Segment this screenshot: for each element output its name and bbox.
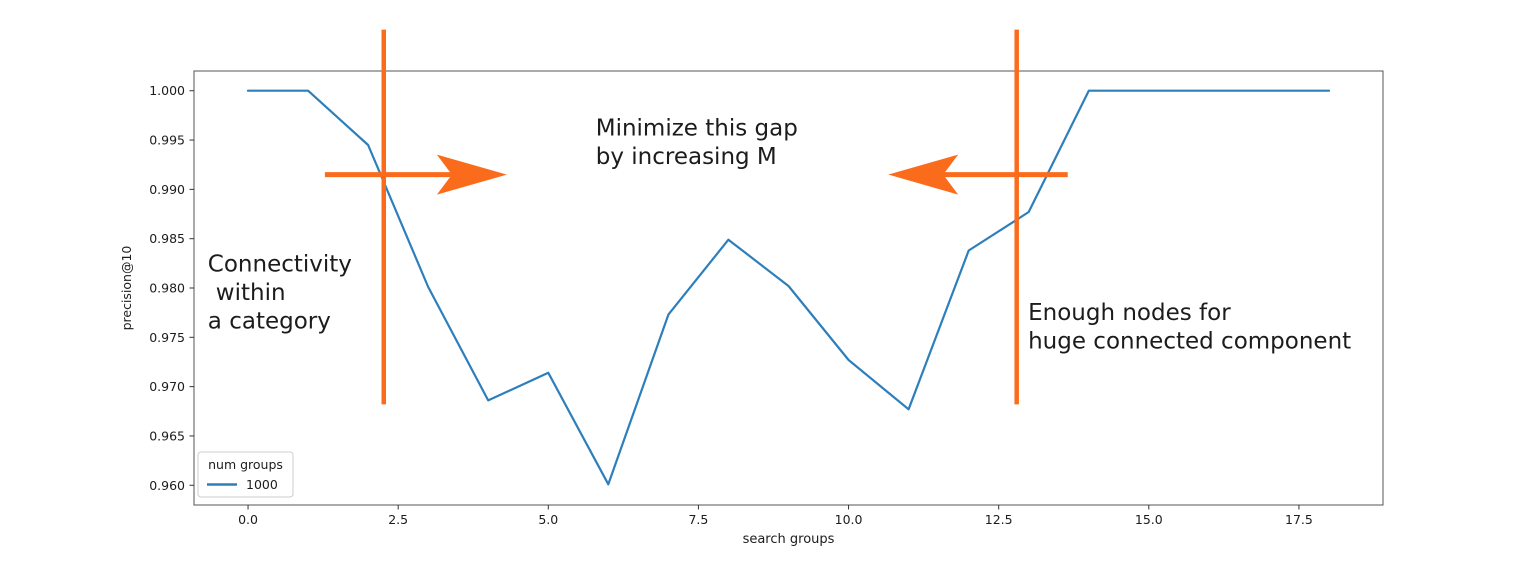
x-tick-label: 15.0 — [1135, 512, 1163, 527]
enough-nodes-note-line: huge connected component — [1028, 328, 1351, 354]
y-tick-label: 0.985 — [149, 231, 185, 246]
annotation-layer: Minimize this gap by increasing M Connecti… — [208, 29, 1351, 405]
connectivity-note-line: within — [216, 280, 286, 306]
series-layer — [246, 89, 1331, 486]
connectivity-note: Connectivity within a category — [208, 251, 352, 334]
x-tick-label: 10.0 — [835, 512, 863, 527]
enough-nodes-note-line: Enough nodes for — [1028, 300, 1231, 326]
y-tick-label: 1.000 — [149, 83, 185, 98]
minimize-gap-note: Minimize this gap by increasing M — [596, 115, 798, 170]
series-line-1000 — [246, 89, 1331, 486]
legend-label-1000: 1000 — [246, 477, 278, 492]
legend-title: num groups — [208, 457, 283, 472]
annotation-arrow-head-right — [436, 154, 507, 195]
y-tick-label: 0.995 — [149, 133, 185, 148]
minimize-gap-note-line: Minimize this gap — [596, 115, 798, 141]
x-axis: 0.0 2.5 5.0 7.5 10.0 12.5 15.0 17.5 search group… — [238, 505, 1313, 547]
y-axis: 0.960 0.965 0.970 0.975 0.980 0.985 0.990 0.995… — [119, 83, 194, 493]
legend: num groups 1000 — [197, 451, 294, 498]
x-tick-label: 5.0 — [538, 512, 558, 527]
annotation-arrow-head-left — [888, 154, 959, 195]
y-tick-label: 0.990 — [149, 182, 185, 197]
minimize-gap-note-line: by increasing M — [596, 144, 777, 170]
y-tick-label: 0.970 — [149, 379, 185, 394]
x-tick-label: 17.5 — [1285, 512, 1313, 527]
y-tick-label: 0.960 — [149, 478, 185, 493]
x-axis-title: search groups — [743, 532, 835, 547]
y-axis-title: precision@10 — [119, 246, 134, 331]
y-tick-label: 0.975 — [149, 330, 185, 345]
y-tick-label: 0.980 — [149, 281, 185, 296]
connectivity-note-line: Connectivity — [208, 251, 352, 277]
x-tick-label: 7.5 — [688, 512, 708, 527]
x-tick-label: 0.0 — [238, 512, 258, 527]
x-tick-label: 2.5 — [388, 512, 408, 527]
enough-nodes-note: Enough nodes for huge connected component — [1028, 300, 1351, 355]
connectivity-note-line: a category — [208, 308, 331, 334]
y-tick-label: 0.965 — [149, 428, 185, 443]
x-tick-label: 12.5 — [985, 512, 1013, 527]
